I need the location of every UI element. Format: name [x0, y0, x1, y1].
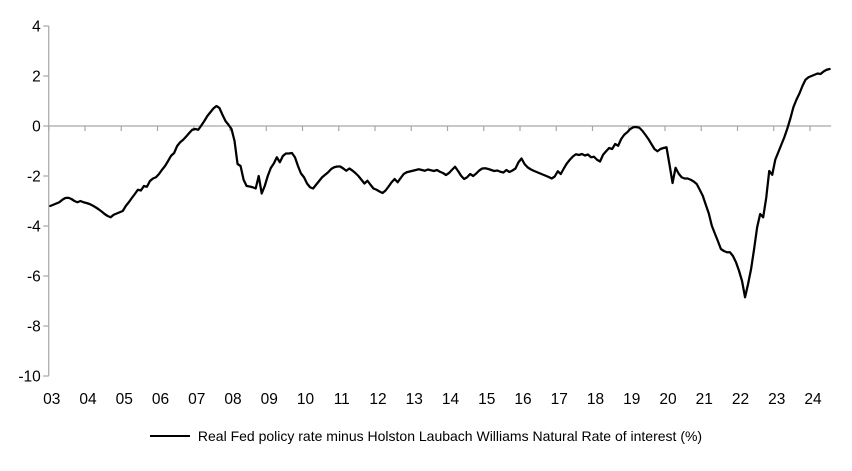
- x-tick-label: 23: [768, 391, 785, 408]
- x-tick-label: 05: [116, 391, 133, 408]
- x-tick-label: 14: [442, 391, 460, 408]
- x-tick-label: 24: [804, 391, 822, 408]
- x-tick-label: 17: [551, 391, 568, 408]
- x-tick-label: 13: [406, 391, 423, 408]
- x-tick-label: 12: [369, 391, 386, 408]
- x-tick-label: 16: [514, 391, 531, 408]
- legend-line-sample: [149, 435, 190, 437]
- y-tick-label: -4: [27, 219, 41, 236]
- x-tick-label: 08: [224, 391, 241, 408]
- x-tick-label: 10: [297, 391, 315, 408]
- x-tick-label: 07: [188, 391, 205, 408]
- x-tick-label: 19: [623, 391, 640, 408]
- y-tick-label: -2: [27, 169, 41, 186]
- x-tick-label: 03: [43, 391, 60, 408]
- legend: Real Fed policy rate minus Holston Lauba…: [0, 428, 852, 444]
- y-tick-label: -6: [27, 269, 41, 286]
- x-tick-label: 22: [732, 391, 749, 408]
- x-tick-label: 20: [659, 391, 677, 408]
- y-tick-label: 0: [32, 119, 41, 136]
- x-tick-label: 09: [261, 391, 278, 408]
- y-tick-label: 4: [32, 19, 41, 36]
- y-tick-label: 2: [32, 69, 41, 86]
- x-tick-label: 11: [334, 391, 350, 408]
- y-tick-label: -10: [18, 369, 41, 386]
- x-tick-label: 18: [587, 391, 604, 408]
- x-tick-label: 15: [478, 391, 495, 408]
- y-tick-label: -8: [27, 319, 41, 336]
- series-line: [49, 67, 831, 299]
- x-tick-label: 04: [79, 391, 97, 408]
- x-tick-label: 06: [152, 391, 169, 408]
- x-tick-label: 21: [696, 391, 713, 408]
- legend-label: Real Fed policy rate minus Holston Lauba…: [197, 428, 703, 444]
